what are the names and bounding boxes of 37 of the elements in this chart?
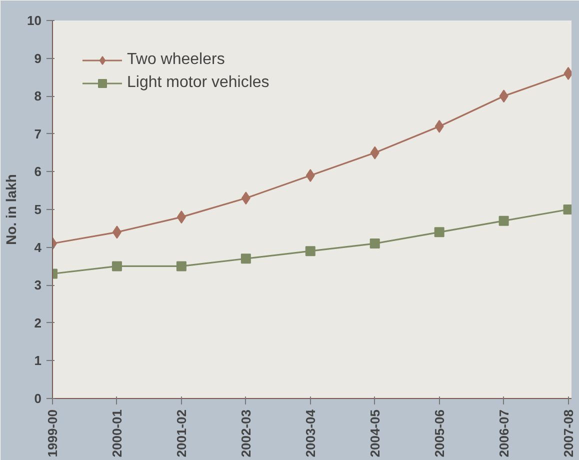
y-tick-label: 6 — [34, 164, 42, 180]
point — [370, 238, 380, 249]
point — [306, 168, 315, 182]
point — [499, 90, 508, 103]
point — [498, 216, 509, 226]
y-tick-label: 2 — [34, 315, 42, 330]
point — [434, 227, 444, 238]
x-tick-label: 2001-02 — [174, 409, 189, 458]
point — [305, 246, 316, 256]
y-tick-label: 7 — [34, 126, 42, 142]
y-axis-title: No. in lakh — [3, 174, 20, 245]
y-tick-label: 1 — [34, 353, 42, 368]
point — [176, 210, 186, 224]
point — [241, 192, 250, 205]
y-tick-label: 9 — [34, 50, 42, 66]
y-tick-label: 3 — [34, 278, 42, 293]
point — [240, 254, 251, 264]
y-tick-label: 5 — [34, 202, 42, 217]
x-tick-label: 1999-00 — [45, 409, 60, 458]
x-tick-label: 2004-05 — [367, 409, 382, 458]
point — [176, 261, 186, 272]
legend-label: Light motor vehicles — [127, 74, 270, 92]
x-tick-label: 2007-08 — [560, 409, 576, 458]
point — [370, 146, 380, 160]
x-tick-label: 2002-03 — [238, 409, 254, 458]
point — [434, 120, 444, 133]
x-tick-label: 2003-04 — [302, 408, 318, 458]
point — [112, 261, 122, 272]
y-tick-label: 0 — [34, 391, 42, 406]
x-tick-label: 2000-01 — [109, 409, 124, 458]
y-tick-label: 4 — [34, 240, 42, 255]
y-tick-label: 10 — [27, 13, 42, 28]
x-tick-label: 2006-07 — [496, 409, 512, 458]
point — [112, 226, 122, 239]
y-tick-label: 8 — [34, 88, 42, 104]
x-tick-label: 2005-06 — [432, 409, 447, 458]
legend-label: Two wheelers — [127, 51, 225, 69]
